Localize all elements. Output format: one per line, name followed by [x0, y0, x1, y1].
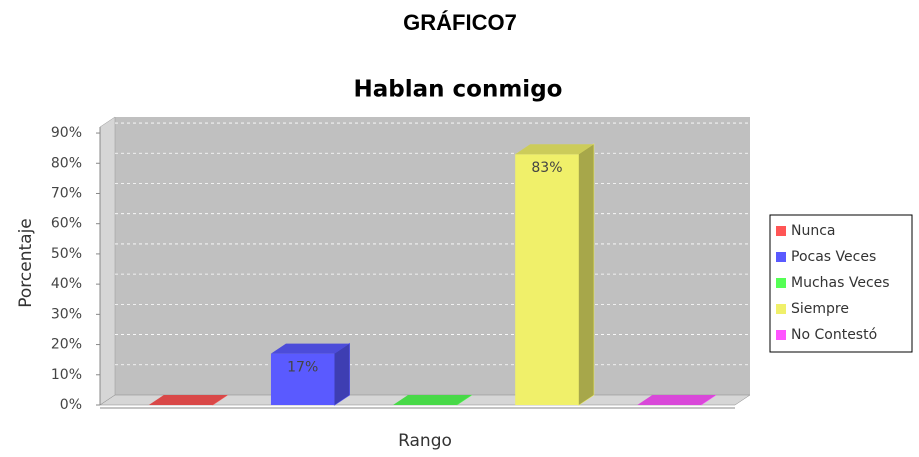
legend-box — [769, 214, 913, 353]
y-tick-label: 80% — [51, 155, 82, 171]
bar-top — [515, 144, 594, 155]
y-axis-label: Porcentaje — [16, 218, 36, 308]
bar — [515, 143, 595, 406]
left-wall — [99, 116, 116, 406]
x-axis-label: Rango — [398, 431, 452, 451]
y-tick-label: 50% — [51, 246, 82, 262]
bar-side-shade — [578, 144, 594, 405]
bar — [637, 394, 717, 406]
y-tick-label: 40% — [51, 276, 82, 292]
chart-title: Hablan conmigo — [354, 77, 563, 103]
y-tick-label: 10% — [51, 367, 82, 383]
bar-side-shade — [334, 343, 350, 405]
bar-top-shade — [270, 343, 350, 354]
bar-top — [148, 395, 228, 405]
back-wall — [115, 117, 750, 395]
legend-label: Siempre — [791, 301, 849, 317]
bar — [393, 394, 472, 406]
data-label: 17% — [287, 360, 318, 376]
bar-top — [393, 395, 472, 405]
legend-label: Muchas Veces — [791, 275, 890, 291]
legend-swatch — [776, 252, 786, 262]
bar — [148, 394, 228, 406]
bar-top-shade — [393, 395, 472, 405]
legend-swatch — [776, 304, 786, 314]
bar — [270, 342, 350, 406]
legend-swatch — [776, 226, 786, 236]
y-tick-label: 30% — [51, 306, 82, 322]
legend-label: No Contestó — [791, 327, 877, 343]
data-label: 83% — [531, 160, 562, 176]
bar-top-shade — [637, 395, 716, 405]
legend-swatch — [776, 278, 786, 288]
legend-swatch — [776, 330, 786, 340]
bar-top-shade — [515, 144, 594, 155]
legend-label: Nunca — [791, 223, 836, 239]
bar-top — [637, 395, 716, 405]
legend-label: Pocas Veces — [791, 249, 876, 265]
bar-front — [270, 353, 335, 405]
y-tick-label: 90% — [51, 125, 82, 141]
y-tick-label: 70% — [51, 185, 82, 201]
y-tick-label: 0% — [60, 397, 82, 413]
bar-top — [270, 343, 350, 354]
y-tick-label: 20% — [51, 337, 82, 353]
y-tick-label: 60% — [51, 216, 82, 232]
page-heading: GRÁFICO7 — [403, 10, 517, 35]
bar-top-shade — [148, 395, 228, 405]
bar-front — [515, 154, 579, 405]
